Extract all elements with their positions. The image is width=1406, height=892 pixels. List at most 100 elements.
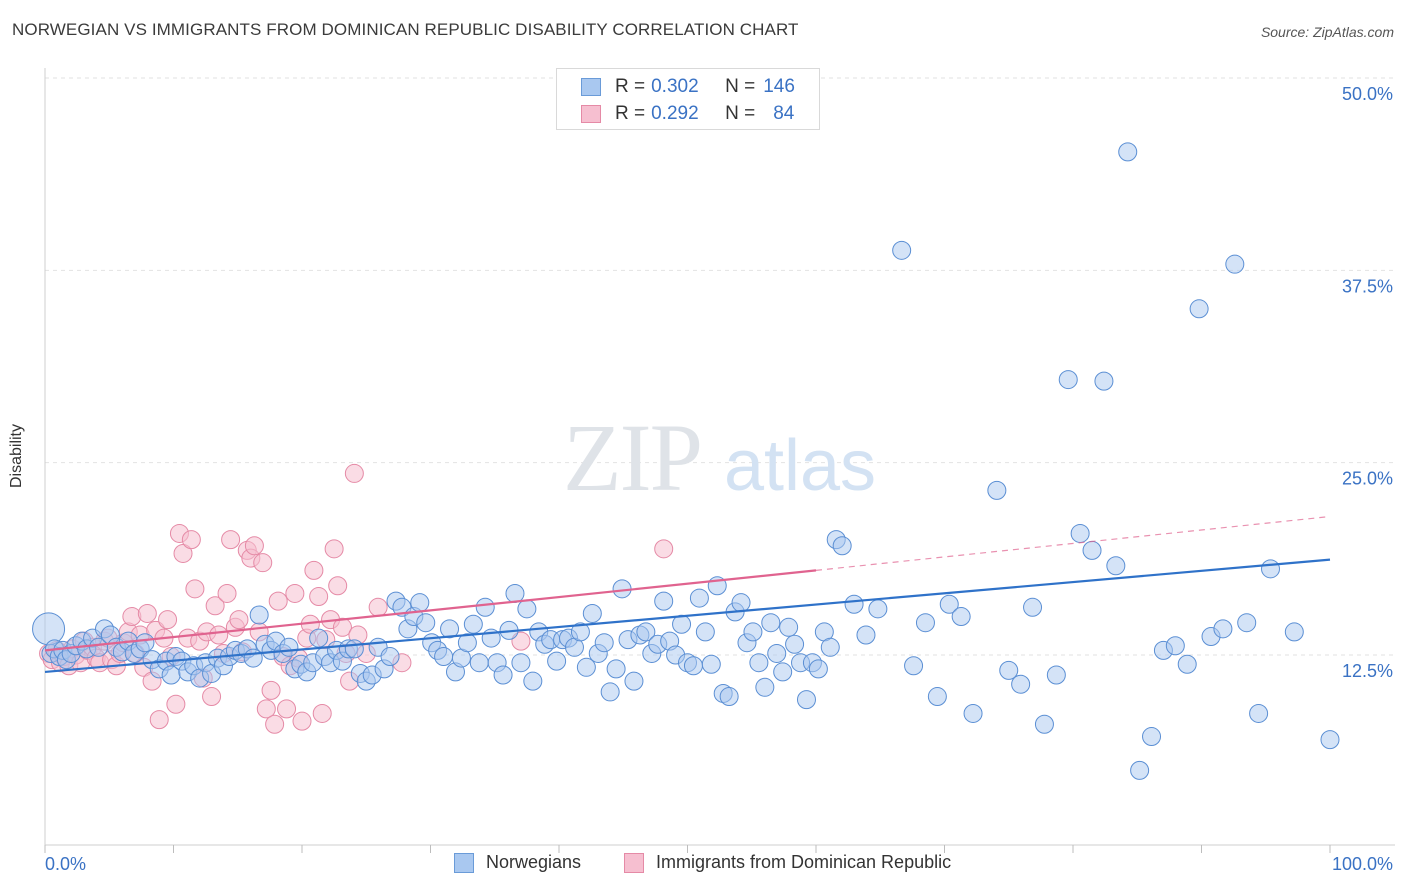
data-point-norwegian — [434, 647, 454, 667]
data-point-norwegian — [1284, 622, 1304, 642]
stats-legend-row-dominican: R = 0.292 N = 84 — [581, 103, 794, 125]
data-point-norwegian — [999, 660, 1019, 680]
y-tick-label: 37.5% — [1342, 276, 1393, 296]
y-tick-label: 25.0% — [1342, 469, 1393, 489]
data-point-norwegian — [463, 614, 483, 634]
y-tick-labels: 12.5% 25.0% 37.5% 50.0% — [1342, 84, 1393, 681]
data-point-dominican — [368, 597, 388, 617]
data-point-norwegian — [249, 605, 269, 625]
data-point-norwegian — [868, 599, 888, 619]
data-point-norwegian — [570, 622, 590, 642]
data-point-norwegian — [1189, 299, 1209, 319]
data-point-norwegian — [1070, 523, 1090, 543]
data-point-dominican — [285, 583, 305, 603]
data-point-norwegian — [32, 612, 66, 646]
norwegians-swatch — [581, 78, 601, 96]
data-point-dominican — [185, 579, 205, 599]
data-point-norwegian — [1261, 559, 1281, 579]
data-point-dominican — [202, 687, 222, 707]
data-point-dominican — [166, 694, 186, 714]
data-point-norwegian — [594, 633, 614, 653]
data-point-norwegian — [547, 651, 567, 671]
data-point-dominican — [137, 603, 157, 623]
trend-line-norwegians — [44, 558, 1331, 674]
data-point-norwegian — [1034, 714, 1054, 734]
data-point-norwegian — [856, 625, 876, 645]
data-point-dominican — [265, 714, 285, 734]
axes — [44, 68, 1395, 853]
data-point-norwegian — [654, 591, 674, 611]
data-point-dominican — [268, 591, 288, 611]
data-point-norwegian — [511, 653, 531, 673]
data-point-norwegian — [683, 656, 703, 676]
data-point-norwegian — [719, 687, 739, 707]
data-point-norwegian — [701, 654, 721, 674]
r-value: 0.292 — [651, 103, 699, 124]
data-point-norwegian — [939, 594, 959, 614]
stats-legend-row-norwegians: R = 0.302 N = 146 — [581, 76, 795, 98]
data-point-norwegian — [576, 657, 596, 677]
data-point-dominican — [277, 699, 297, 719]
data-point-dominican — [511, 631, 531, 651]
data-point-norwegian — [1237, 613, 1257, 633]
norwegians-legend-swatch — [454, 852, 474, 873]
data-point-norwegian — [1011, 674, 1031, 694]
data-point-norwegian — [749, 653, 769, 673]
data-point-norwegian — [344, 639, 364, 659]
data-point-norwegian — [505, 583, 525, 603]
data-point-dominican — [217, 583, 237, 603]
data-point-norwegian — [1118, 142, 1138, 162]
data-point-norwegian — [785, 634, 805, 654]
legend-item-dominican: Immigrants from Dominican Republic — [624, 852, 951, 873]
data-point-norwegian — [761, 613, 781, 633]
data-point-norwegian — [309, 628, 329, 648]
legend-label-norwegians: Norwegians — [486, 852, 582, 872]
data-point-norwegian — [469, 653, 489, 673]
data-point-norwegian — [1046, 665, 1066, 685]
dominican-legend-swatch — [624, 852, 644, 873]
data-point-dominican — [158, 610, 178, 630]
data-point-dominican — [244, 536, 264, 556]
data-point-norwegian — [796, 690, 816, 710]
trend-line-dominican — [44, 569, 817, 652]
data-point-norwegian — [892, 240, 912, 260]
data-point-norwegian — [731, 593, 751, 613]
stats-legend: R = 0.302 N = 146 R = 0.292 N = 84 — [556, 68, 820, 130]
n-label: N = — [725, 103, 756, 124]
data-point-norwegian — [410, 593, 430, 613]
data-point-dominican — [253, 553, 273, 573]
data-point-norwegian — [416, 613, 436, 633]
y-tick-label: 12.5% — [1342, 661, 1393, 681]
x-tick-label-min: 0.0% — [45, 854, 86, 874]
grid-lines — [45, 77, 1395, 656]
data-point-dominican — [221, 530, 241, 550]
data-point-dominican — [328, 576, 348, 596]
data-point-norwegian — [636, 622, 656, 642]
n-value: 146 — [763, 76, 795, 97]
data-point-norwegian — [1142, 727, 1162, 747]
data-point-norwegian — [987, 480, 1007, 500]
data-point-norwegian — [1225, 254, 1245, 274]
data-point-norwegian — [517, 599, 537, 619]
n-label: N = — [725, 76, 756, 97]
data-point-norwegian — [606, 659, 626, 679]
trend-line-dominican-extension — [815, 515, 1331, 571]
watermark-atlas: atlas — [724, 426, 876, 506]
data-point-norwegian — [832, 536, 852, 556]
data-point-norwegian — [1177, 654, 1197, 674]
data-point-norwegian — [904, 656, 924, 676]
y-tick-label: 50.0% — [1342, 84, 1393, 104]
data-point-dominican — [149, 710, 169, 730]
data-point-norwegian — [380, 647, 400, 667]
data-point-dominican — [205, 596, 225, 616]
x-tick-labels: 0.0% 100.0% — [45, 854, 1393, 874]
data-point-norwegian — [820, 637, 840, 657]
r-label: R = — [615, 76, 646, 97]
data-point-norwegian — [1058, 370, 1078, 390]
data-point-norwegian — [755, 677, 775, 697]
data-point-norwegian — [279, 637, 299, 657]
data-point-norwegian — [951, 607, 971, 627]
data-point-norwegian — [1320, 730, 1340, 750]
data-point-dominican — [654, 539, 674, 559]
